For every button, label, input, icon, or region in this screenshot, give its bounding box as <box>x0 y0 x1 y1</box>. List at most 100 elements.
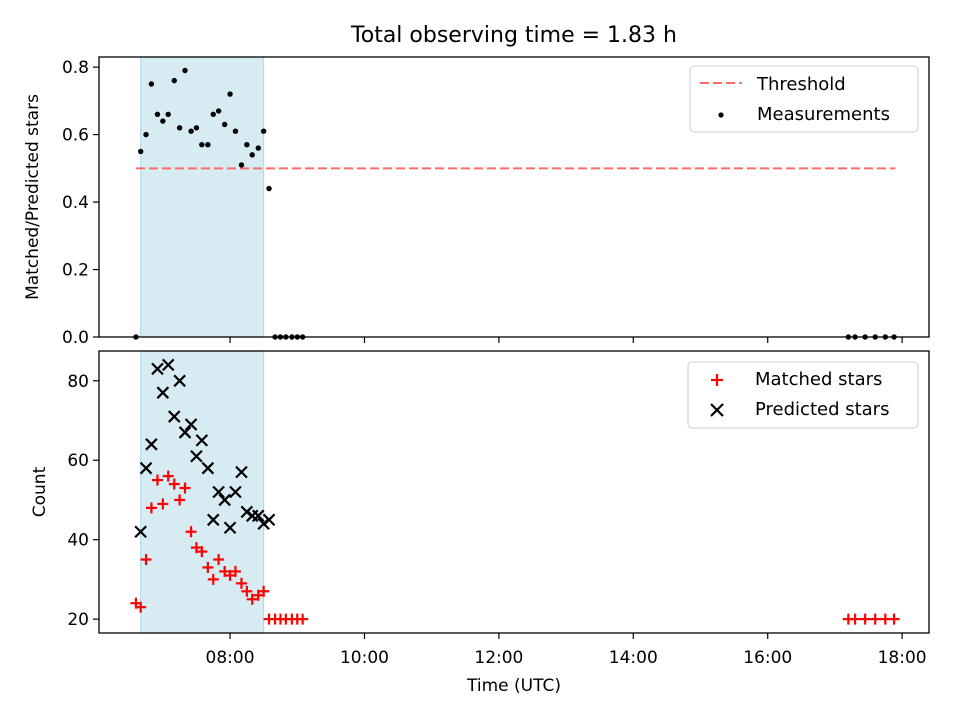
predicted-stars-point <box>223 521 237 535</box>
measurement-point <box>165 111 171 118</box>
count-legend-box <box>687 361 919 429</box>
matched-stars-point <box>888 613 900 625</box>
predicted-stars-point <box>235 465 248 479</box>
legend-matched-label: Matched stars <box>755 369 882 390</box>
measurement-point <box>160 118 166 124</box>
measurement-point <box>205 142 211 148</box>
predicted-stars-point <box>195 434 209 447</box>
predicted-stars-point <box>167 410 181 423</box>
matched-stars-point <box>135 601 147 613</box>
measurement-point <box>210 111 216 118</box>
y-tick-label: 0.4 <box>62 193 89 213</box>
matched-stars-point <box>297 613 309 625</box>
measurement-point <box>255 145 261 151</box>
y-tick-label: 0.2 <box>62 261 89 281</box>
measurement-point <box>215 108 222 114</box>
observing-window-shade <box>140 56 265 338</box>
y-tick-label: 0.0 <box>62 328 89 348</box>
measurement-point <box>227 91 233 97</box>
matched-stars-point <box>140 554 152 566</box>
measurement-point <box>137 148 144 155</box>
matched-stars-point <box>151 474 163 486</box>
predicted-stars-point <box>201 461 215 475</box>
x-tick-label: 14:00 <box>609 648 658 668</box>
legend-predicted-label: Predicted stars <box>755 399 889 420</box>
predicted-stars-point <box>156 386 170 399</box>
matched-stars-point <box>869 613 881 625</box>
legend-matched-swatch <box>711 374 723 386</box>
figure-title: Total observing time = 1.83 h <box>350 23 677 48</box>
matched-stars-point <box>168 478 180 490</box>
x-tick-label: 10:00 <box>340 648 389 668</box>
matched-stars-point <box>849 613 861 625</box>
measurement-point <box>221 121 228 128</box>
predicted-stars-point <box>218 493 231 507</box>
measurement-point <box>244 142 250 148</box>
matched-stars-point <box>162 470 174 482</box>
predicted-stars-point <box>252 509 265 523</box>
count-y-ticks: 20 40 60 80 <box>67 372 99 630</box>
matched-stars-point <box>185 526 197 538</box>
predicted-stars-point <box>184 418 198 431</box>
measurement-point <box>266 185 272 192</box>
x-tick-label: 16:00 <box>743 648 792 668</box>
matched-stars-point <box>157 498 169 510</box>
matched-stars-point <box>179 482 191 494</box>
count-x-ticks: 08:00 10:00 12:00 14:00 16:00 18:00 <box>206 633 927 668</box>
y-tick-label: 0.8 <box>62 58 89 78</box>
measurement-point <box>182 67 188 74</box>
ratio-y-ticks: 0.0 0.2 0.4 0.6 0.8 <box>62 58 99 348</box>
matched-stars-point <box>246 593 258 605</box>
matched-stars-point <box>859 613 871 625</box>
predicted-stars-point <box>212 485 225 499</box>
matched-stars-point <box>229 565 241 577</box>
predicted-stars-point <box>178 426 192 439</box>
measurement-point <box>193 125 200 131</box>
x-tick-label: 08:00 <box>206 648 255 668</box>
y-tick-label: 60 <box>67 451 89 471</box>
measurement-point <box>154 111 161 118</box>
count-legend: Matched stars Predicted stars <box>687 361 919 429</box>
legend-predicted-swatch <box>710 403 724 417</box>
x-tick-label: 18:00 <box>878 648 927 668</box>
measurement-point <box>249 152 255 158</box>
predicted-stars-point <box>262 513 276 527</box>
ratio-legend: Threshold Measurements <box>689 65 919 133</box>
measurement-points <box>133 67 897 340</box>
matched-stars-point <box>235 577 247 589</box>
measurement-point <box>238 162 245 168</box>
ratio-panel: 0.00.20.40.60.8 Matched/Predicted stars … <box>23 56 930 348</box>
measurement-point <box>148 81 155 87</box>
predicted-stars-point <box>190 449 203 463</box>
matched-stars-point <box>145 502 157 514</box>
ratio-axes-frame <box>98 56 930 338</box>
matched-stars-point <box>213 554 225 566</box>
matched-stars-point <box>207 573 219 585</box>
legend-measurements-swatch <box>718 112 724 118</box>
matched-stars-point <box>202 561 214 573</box>
measurement-point <box>143 131 149 138</box>
legend-measurements-label: Measurements <box>757 104 890 125</box>
observing-window-shade <box>140 350 265 634</box>
y-tick-label: 80 <box>67 372 89 392</box>
y-tick-label: 40 <box>67 531 89 551</box>
predicted-stars-point <box>151 362 164 376</box>
ratio-x-ticks <box>229 337 903 343</box>
matched-stars-point <box>258 585 270 597</box>
measurement-point <box>260 128 267 134</box>
ratio-y-axis-label: Matched/Predicted stars <box>23 94 43 300</box>
x-axis-label: Time (UTC) <box>466 676 561 696</box>
predicted-stars-point <box>145 438 158 451</box>
predicted-stars-point <box>161 358 175 372</box>
measurement-point <box>171 77 177 84</box>
count-points <box>130 358 900 625</box>
predicted-stars-point <box>229 485 242 499</box>
y-tick-label: 0.6 <box>62 126 89 146</box>
matched-stars-point <box>174 494 186 506</box>
measurement-point <box>188 128 194 134</box>
x-tick-label: 12:00 <box>474 648 523 668</box>
ratio-legend-box <box>689 65 919 133</box>
measurement-point <box>199 142 205 148</box>
predicted-stars-point <box>139 461 153 475</box>
